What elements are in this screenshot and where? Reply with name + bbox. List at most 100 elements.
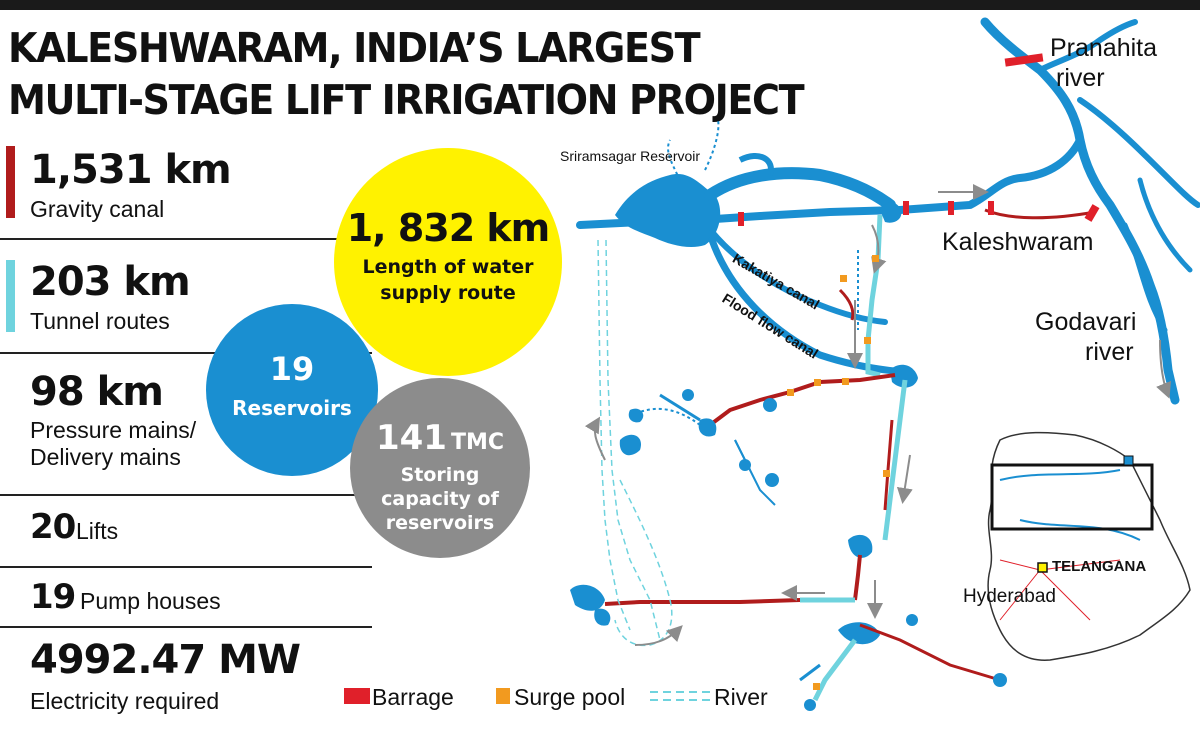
surge-pool-marker xyxy=(840,275,847,282)
reservoir-arm xyxy=(704,119,720,171)
gravity-canal-label: Gravity canal xyxy=(30,196,165,222)
barrage-marker xyxy=(988,201,994,215)
barrage-marker xyxy=(903,201,909,215)
surge-pool-marker xyxy=(787,389,794,396)
reservoir xyxy=(890,364,918,388)
godavari-label-1: Godavari xyxy=(1035,308,1137,336)
flow-arrow xyxy=(1156,339,1171,399)
capacity-circle: 141 TMC Storing capacity of reservoirs xyxy=(350,378,530,558)
reservoir xyxy=(628,408,644,423)
electricity-label: Electricity required xyxy=(30,688,220,714)
godavari-river-branch xyxy=(1077,97,1200,208)
reservoir xyxy=(619,434,641,456)
lifts-label: Lifts xyxy=(76,518,119,544)
reservoirs-circle: 19 Reservoirs xyxy=(206,304,378,476)
kakatiya-canal xyxy=(709,229,888,325)
delivery-mains-label: Delivery mains xyxy=(30,444,181,470)
telangana-outline xyxy=(987,431,1191,661)
godavari-label-2: river xyxy=(1085,338,1134,366)
legend-river-label: River xyxy=(714,684,768,710)
legend-surge-pool-label: Surge pool xyxy=(514,684,626,710)
divider xyxy=(0,352,372,354)
telangana-river xyxy=(1019,519,1141,541)
capacity-label-2: capacity of xyxy=(381,488,499,510)
length-value: 1, 832 km xyxy=(346,206,551,250)
reservoir xyxy=(804,699,816,711)
barrage-marker xyxy=(948,201,954,215)
sriramsagar-inflow xyxy=(704,167,896,211)
barrage-marker xyxy=(1004,53,1044,67)
reservoir xyxy=(739,459,751,471)
reservoir xyxy=(848,534,873,558)
top-bar xyxy=(0,0,1200,10)
river-dashed xyxy=(597,239,631,631)
length-label-2: supply route xyxy=(380,282,516,304)
reservoir xyxy=(594,608,611,626)
gravity-canal-middle xyxy=(708,373,896,427)
barrage-marker xyxy=(738,212,744,226)
reservoir xyxy=(838,622,880,645)
reservoir-arm xyxy=(738,153,774,176)
reservoir-arm xyxy=(639,407,701,426)
pranahita-label-2: river xyxy=(1056,64,1105,92)
tunnel-route-southwest2 xyxy=(799,663,821,682)
reservoir xyxy=(698,418,717,437)
surge-pool-marker xyxy=(872,255,879,262)
reservoir xyxy=(765,473,779,487)
length-label-1: Length of water xyxy=(362,256,534,278)
godavari-tributary xyxy=(896,136,1084,214)
reservoir-arm xyxy=(734,439,776,506)
tunnel-routes-label: Tunnel routes xyxy=(30,308,170,334)
sriramsagar-label: Sriramsagar Reservoir xyxy=(560,148,701,164)
tunnel-routes-value: 203 km xyxy=(30,259,191,305)
title-line-2: MULTI-STAGE LIFT IRRIGATION PROJECT xyxy=(8,76,805,124)
canal-red-segment xyxy=(838,288,855,321)
divider xyxy=(0,566,372,568)
hyderabad-marker xyxy=(1037,562,1048,573)
tunnel-route-south xyxy=(882,379,908,541)
reservoir xyxy=(880,202,902,223)
telangana-road xyxy=(999,559,1121,621)
sriramsagar-reservoir xyxy=(615,174,721,248)
project-region-box xyxy=(990,463,1154,531)
divider xyxy=(0,238,372,240)
reservoir xyxy=(570,584,605,611)
legend-barrage-label: Barrage xyxy=(372,684,454,710)
surge-pool-marker xyxy=(864,337,871,344)
length-circle: 1, 832 km Length of water supply route xyxy=(334,148,562,376)
flow-arrow xyxy=(896,454,913,504)
flow-arrow xyxy=(584,416,606,461)
gravity-canal-southeast xyxy=(859,623,1001,682)
canal-south xyxy=(853,554,862,601)
reservoir-arm xyxy=(667,139,681,181)
hyderabad-label: Hyderabad xyxy=(963,586,1056,607)
capacity-unit: TMC xyxy=(450,430,505,455)
surge-pool-marker xyxy=(842,378,849,385)
flow-arrow xyxy=(634,625,683,646)
capacity-label-3: reservoirs xyxy=(385,512,495,534)
surge-pool-marker xyxy=(814,379,821,386)
river-stream xyxy=(1137,177,1193,273)
surge-pool-marker xyxy=(883,470,890,477)
surge-pool-marker xyxy=(813,683,820,690)
flood-flow-canal xyxy=(708,236,909,376)
tunnel-route-southwest xyxy=(812,638,857,702)
pressure-mains-label: Pressure mains/ xyxy=(30,417,197,443)
electricity-value: 4992.47 MW xyxy=(30,637,301,683)
kaleshwaram-label: Kaleshwaram xyxy=(942,228,1094,256)
pressure-mains-value: 98 km xyxy=(30,369,164,415)
lifts-value: 20 xyxy=(30,507,76,547)
pranahita-river xyxy=(1037,19,1138,73)
divider xyxy=(0,494,372,496)
capacity-label-1: Storing xyxy=(400,464,480,486)
reservoir xyxy=(906,614,918,626)
telangana-river xyxy=(999,469,1121,481)
pranahita-label-1: Pranahita xyxy=(1050,34,1158,62)
reservoir xyxy=(763,398,777,412)
tunnel-routes-bar xyxy=(6,260,15,332)
title-line-1: KALESHWARAM, INDIA’S LARGEST xyxy=(8,24,701,72)
reservoirs-value: 19 xyxy=(269,350,315,388)
river-dashed xyxy=(605,239,661,641)
gravity-canal-upper xyxy=(984,208,1096,220)
